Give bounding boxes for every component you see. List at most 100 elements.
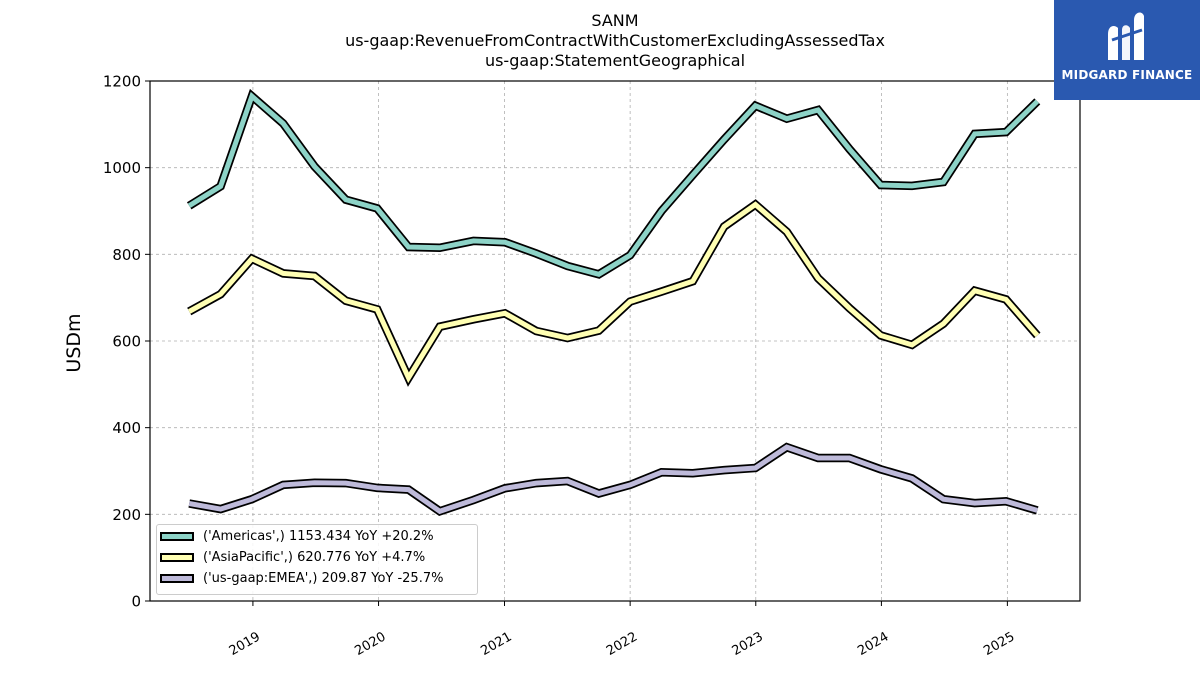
data-point	[565, 336, 570, 341]
data-point	[471, 498, 476, 503]
x-tick-label: 2025	[981, 629, 1017, 659]
data-point	[406, 245, 411, 250]
data-point	[534, 481, 539, 486]
data-point	[437, 245, 442, 250]
data-point	[281, 482, 286, 487]
data-point	[784, 116, 789, 121]
data-point	[596, 491, 601, 496]
data-point	[596, 328, 601, 333]
data-point	[187, 203, 192, 208]
data-point	[722, 224, 727, 229]
x-tick-label: 2021	[478, 629, 514, 659]
data-point	[437, 324, 442, 329]
legend: ('Americas',) 1153.434 YoY +20.2% ('Asia…	[156, 524, 478, 595]
x-tick-label: 2024	[855, 629, 891, 659]
data-point	[847, 306, 852, 311]
data-point	[816, 108, 821, 113]
x-tick-label: 2019	[227, 629, 263, 659]
data-point	[406, 487, 411, 492]
data-point	[218, 507, 223, 512]
data-point	[249, 256, 254, 261]
data-point	[972, 288, 977, 293]
legend-item-asiapacific: ('AsiaPacific',) 620.776 YoY +4.7%	[157, 549, 477, 569]
data-point	[910, 476, 915, 481]
data-point	[753, 202, 758, 207]
y-tick-label: 0	[131, 593, 141, 611]
data-point	[281, 271, 286, 276]
data-point	[1004, 499, 1009, 504]
y-tick-label: 800	[112, 246, 141, 264]
data-point	[281, 121, 286, 126]
data-point	[502, 240, 507, 245]
series-0	[186, 88, 1041, 279]
data-point	[375, 206, 380, 211]
data-point	[406, 375, 411, 380]
data-point	[659, 209, 664, 214]
data-point	[847, 147, 852, 152]
data-point	[187, 309, 192, 314]
data-point	[690, 471, 695, 476]
data-point	[1004, 130, 1009, 135]
data-point	[878, 183, 883, 188]
data-point	[218, 292, 223, 297]
data-point	[972, 501, 977, 506]
data-point	[312, 480, 317, 485]
data-point	[249, 94, 254, 99]
data-point	[722, 468, 727, 473]
data-point	[596, 272, 601, 277]
legend-item-emea: ('us-gaap:EMEA',) 209.87 YoY -25.7%	[157, 570, 477, 590]
y-tick-label: 1200	[103, 73, 141, 91]
data-point	[784, 445, 789, 450]
data-point	[502, 311, 507, 316]
legend-swatch-emea	[160, 574, 194, 583]
chart-subtitle-axis: us-gaap:StatementGeographical	[484, 51, 746, 70]
data-point	[343, 481, 348, 486]
legend-item-americas: ('Americas',) 1153.434 YoY +20.2%	[157, 528, 477, 548]
data-point	[471, 238, 476, 243]
data-point	[343, 197, 348, 202]
data-point	[1035, 508, 1040, 513]
data-point	[312, 274, 317, 279]
data-point	[878, 333, 883, 338]
legend-swatch-americas	[160, 532, 194, 541]
data-point	[941, 180, 946, 185]
series-1	[187, 199, 1041, 387]
grid-lines	[150, 81, 1080, 601]
legend-label-emea: ('us-gaap:EMEA',) 209.87 YoY -25.7%	[203, 571, 444, 586]
y-tick-label: 1000	[103, 159, 141, 177]
x-tick-label: 2020	[352, 629, 388, 659]
data-point	[690, 279, 695, 284]
series-line	[187, 91, 1040, 277]
x-tick-label: 2022	[604, 629, 640, 659]
data-point	[1035, 333, 1040, 338]
y-tick-label: 600	[112, 333, 141, 351]
data-point	[1004, 297, 1009, 302]
data-point	[565, 479, 570, 484]
data-point	[941, 321, 946, 326]
data-point	[941, 497, 946, 502]
chart-subtitle-metric: us-gaap:RevenueFromContractWithCustomerE…	[345, 31, 885, 50]
series-layer	[186, 88, 1041, 517]
data-point	[628, 482, 633, 487]
data-point	[375, 307, 380, 312]
data-point	[659, 470, 664, 475]
series-line	[187, 201, 1040, 384]
x-tick-label: 2023	[730, 629, 766, 659]
data-point	[218, 184, 223, 189]
brand-logo: MIDGARD FINANCE	[1054, 0, 1200, 100]
data-point	[659, 289, 664, 294]
data-point	[816, 456, 821, 461]
data-point	[343, 298, 348, 303]
data-point	[690, 173, 695, 178]
data-point	[471, 317, 476, 322]
data-point	[628, 299, 633, 304]
data-point	[847, 456, 852, 461]
chart-title: SANM	[591, 11, 639, 30]
data-point	[565, 264, 570, 269]
y-tick-label: 200	[112, 506, 141, 524]
data-point	[502, 486, 507, 491]
series-2	[188, 442, 1040, 517]
data-point	[910, 183, 915, 188]
data-point	[628, 253, 633, 258]
series-line	[188, 444, 1038, 515]
